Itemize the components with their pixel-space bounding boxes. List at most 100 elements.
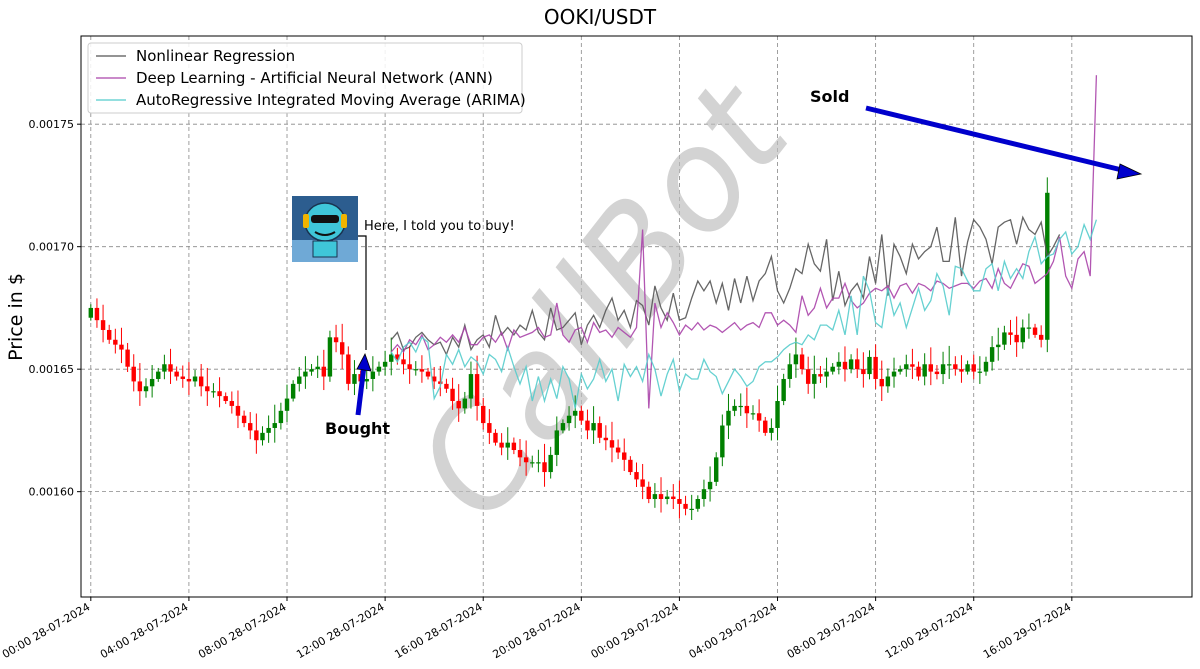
candle-up: [554, 416, 559, 467]
candle-body: [315, 366, 320, 370]
candle-body: [205, 386, 210, 392]
candle-body: [131, 366, 136, 382]
candle-up: [996, 327, 1001, 361]
candle-body: [113, 339, 118, 345]
candle-up: [266, 415, 271, 443]
candlesticks: [88, 177, 1050, 520]
candle-down: [910, 348, 915, 380]
candle-body: [585, 420, 590, 431]
candle-body: [241, 415, 247, 424]
candle-down: [444, 378, 449, 393]
candle-body: [848, 359, 854, 370]
candle-up: [352, 360, 357, 396]
candle-up: [370, 356, 376, 392]
candle-body: [198, 376, 204, 387]
candle-body: [842, 361, 848, 370]
candle-body: [297, 376, 302, 384]
candle-body: [861, 369, 866, 375]
legend-item-nonlinear-regression: Nonlinear Regression: [136, 47, 295, 65]
candle-body: [793, 354, 799, 365]
candle-body: [137, 381, 143, 392]
candle-body: [248, 423, 253, 431]
candle-body: [904, 364, 909, 370]
candle-up: [315, 355, 320, 378]
candle-up: [1026, 313, 1032, 339]
candle-body: [738, 405, 743, 408]
candle-body: [1002, 332, 1007, 345]
candle-body: [720, 425, 725, 458]
candle-body: [922, 364, 927, 377]
candle-down: [646, 481, 651, 504]
candle-body: [1008, 332, 1013, 335]
candle-up: [922, 353, 927, 386]
candle-up: [530, 455, 535, 468]
candle-up: [413, 361, 418, 376]
candle-body: [217, 391, 222, 397]
candle-body: [143, 386, 149, 392]
candle-up: [652, 483, 658, 508]
candle-up: [303, 356, 308, 389]
candle-body: [192, 376, 198, 382]
candle-up: [143, 378, 149, 398]
candle-up: [836, 352, 842, 375]
watermark-text: CallBot: [385, 52, 823, 549]
candle-body: [953, 364, 958, 370]
candle-body: [640, 479, 645, 487]
candle-down: [106, 324, 112, 344]
candle-up: [830, 363, 835, 375]
candle-body: [438, 381, 443, 384]
candle-down: [333, 324, 339, 353]
candle-body: [395, 354, 400, 360]
candle-body: [946, 364, 952, 366]
candle-body: [934, 371, 940, 375]
y-tick-label: 0.00165: [29, 363, 75, 376]
candle-down: [198, 364, 204, 397]
candle-down: [658, 477, 664, 513]
candle-down: [254, 413, 259, 454]
candle-down: [873, 344, 878, 389]
candle-body: [523, 457, 529, 463]
candle-down: [168, 348, 173, 384]
candle-down: [579, 405, 584, 425]
candle-body: [321, 366, 327, 377]
candle-up: [701, 479, 707, 507]
prediction-lines: [390, 75, 1098, 409]
candle-body: [824, 371, 829, 377]
candle-body: [732, 405, 737, 411]
candle-down: [223, 392, 228, 404]
candle-up: [867, 350, 872, 380]
candle-up: [738, 393, 743, 416]
candle-body: [940, 364, 946, 375]
candle-body: [499, 442, 504, 448]
candle-body: [511, 442, 517, 451]
annotation-buy-note: Here, I told you to buy!: [364, 219, 515, 234]
candle-down: [339, 323, 345, 370]
candle-down: [487, 409, 492, 445]
candle-down: [100, 304, 106, 343]
candle-body: [726, 410, 731, 426]
candle-up: [824, 357, 829, 388]
candle-body: [897, 369, 903, 372]
x-tick-label: 12:00 28-07-2024: [294, 600, 386, 661]
candle-up: [364, 369, 369, 390]
candle-up: [156, 367, 161, 382]
candle-body: [707, 481, 713, 490]
candle-up: [1045, 177, 1050, 353]
candle-body: [652, 494, 658, 500]
candle-body: [763, 420, 768, 433]
candle-down: [517, 438, 523, 467]
candle-body: [622, 452, 627, 460]
candle-up: [946, 345, 952, 379]
candle-up: [309, 364, 314, 376]
candle-down: [756, 399, 762, 432]
annotations: Here, I told you to buy! Bought Sold: [292, 87, 1143, 438]
candle-body: [787, 364, 792, 379]
candle-up: [787, 353, 792, 388]
candle-up: [382, 350, 388, 376]
candle-down: [842, 346, 848, 382]
candle-up: [211, 383, 216, 398]
candle-body: [812, 374, 817, 384]
x-tick-label: 08:00 29-07-2024: [785, 600, 877, 661]
candle-body: [701, 489, 707, 500]
candle-up: [904, 354, 909, 377]
